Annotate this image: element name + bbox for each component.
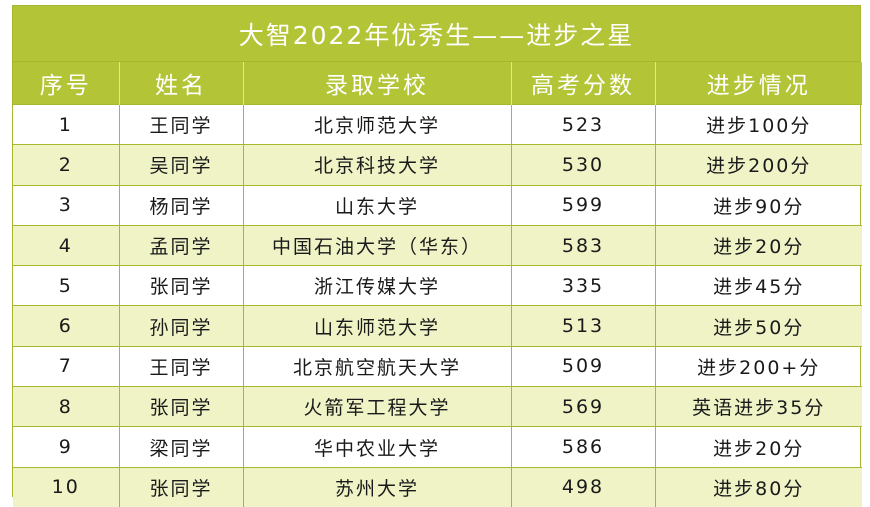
cell-progress: 进步90分	[655, 184, 862, 226]
cell-name: 张同学	[119, 265, 244, 306]
cell-number: 7	[13, 345, 120, 387]
cell-school: 北京科技大学	[243, 144, 512, 186]
cell-number: 2	[13, 144, 120, 186]
cell-score: 523	[511, 103, 656, 145]
cell-score: 530	[511, 144, 656, 186]
students-table: 序号 姓名 录取学校 高考分数 进步情况 1 王同学 北京师范大学 523 进步…	[13, 62, 862, 507]
cell-name: 王同学	[119, 345, 244, 387]
cell-progress: 进步200+分	[655, 345, 862, 387]
table-row: 10 张同学 苏州大学 498 进步80分	[13, 466, 862, 507]
cell-number: 1	[13, 103, 120, 145]
cell-score: 586	[511, 426, 656, 468]
cell-name: 孙同学	[119, 305, 244, 347]
header-progress: 进步情况	[655, 62, 862, 105]
table-row: 6 孙同学 山东师范大学 513 进步50分	[13, 305, 862, 347]
cell-progress: 进步200分	[655, 144, 862, 186]
header-number: 序号	[13, 62, 120, 105]
cell-name: 杨同学	[119, 184, 244, 226]
cell-school: 中国石油大学（华东）	[243, 224, 512, 266]
cell-name: 张同学	[119, 386, 244, 427]
header-score: 高考分数	[511, 62, 656, 105]
cell-score: 513	[511, 305, 656, 347]
cell-school: 浙江传媒大学	[243, 265, 512, 306]
cell-number: 9	[13, 426, 120, 468]
cell-school: 苏州大学	[243, 466, 512, 507]
header-name: 姓名	[119, 62, 244, 105]
cell-name: 张同学	[119, 466, 244, 507]
cell-school: 华中农业大学	[243, 426, 512, 468]
cell-score: 599	[511, 184, 656, 226]
cell-name: 吴同学	[119, 144, 244, 186]
header-row: 序号 姓名 录取学校 高考分数 进步情况	[13, 62, 862, 105]
cell-progress: 进步80分	[655, 466, 862, 507]
table-row: 3 杨同学 山东大学 599 进步90分	[13, 184, 862, 226]
cell-number: 4	[13, 224, 120, 266]
table-row: 7 王同学 北京航空航天大学 509 进步200+分	[13, 345, 862, 387]
cell-number: 10	[13, 466, 120, 507]
cell-number: 8	[13, 386, 120, 427]
table-row: 8 张同学 火箭军工程大学 569 英语进步35分	[13, 386, 862, 427]
table-row: 2 吴同学 北京科技大学 530 进步200分	[13, 144, 862, 186]
table-row: 9 梁同学 华中农业大学 586 进步20分	[13, 426, 862, 468]
table-row: 5 张同学 浙江传媒大学 335 进步45分	[13, 265, 862, 306]
cell-progress: 英语进步35分	[655, 386, 862, 427]
header-school: 录取学校	[243, 62, 512, 105]
cell-score: 509	[511, 345, 656, 387]
cell-progress: 进步50分	[655, 305, 862, 347]
cell-score: 569	[511, 386, 656, 427]
cell-progress: 进步100分	[655, 103, 862, 145]
cell-score: 335	[511, 265, 656, 306]
cell-name: 梁同学	[119, 426, 244, 468]
cell-school: 北京师范大学	[243, 103, 512, 145]
table-title: 大智2022年优秀生——进步之星	[13, 6, 860, 62]
table-row: 1 王同学 北京师范大学 523 进步100分	[13, 103, 862, 145]
cell-number: 3	[13, 184, 120, 226]
cell-progress: 进步20分	[655, 426, 862, 468]
table-row: 4 孟同学 中国石油大学（华东） 583 进步20分	[13, 224, 862, 266]
cell-school: 火箭军工程大学	[243, 386, 512, 427]
cell-number: 6	[13, 305, 120, 347]
results-table-frame: 大智2022年优秀生——进步之星 序号 姓名 录取学校 高考分数 进步情况 1 …	[12, 5, 862, 507]
cell-school: 山东大学	[243, 184, 512, 226]
cell-progress: 进步45分	[655, 265, 862, 306]
cell-name: 王同学	[119, 103, 244, 145]
cell-school: 山东师范大学	[243, 305, 512, 347]
cell-score: 583	[511, 224, 656, 266]
cell-number: 5	[13, 265, 120, 306]
cell-score: 498	[511, 466, 656, 507]
cell-progress: 进步20分	[655, 224, 862, 266]
cell-name: 孟同学	[119, 224, 244, 266]
cell-school: 北京航空航天大学	[243, 345, 512, 387]
